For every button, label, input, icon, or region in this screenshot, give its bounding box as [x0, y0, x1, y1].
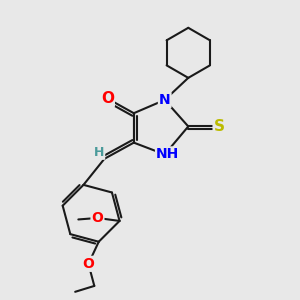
Text: O: O	[92, 211, 104, 225]
Text: NH: NH	[156, 147, 179, 161]
Text: N: N	[159, 93, 170, 107]
Text: O: O	[101, 91, 114, 106]
Text: H: H	[94, 146, 104, 159]
Text: S: S	[214, 119, 225, 134]
Text: O: O	[82, 257, 94, 271]
